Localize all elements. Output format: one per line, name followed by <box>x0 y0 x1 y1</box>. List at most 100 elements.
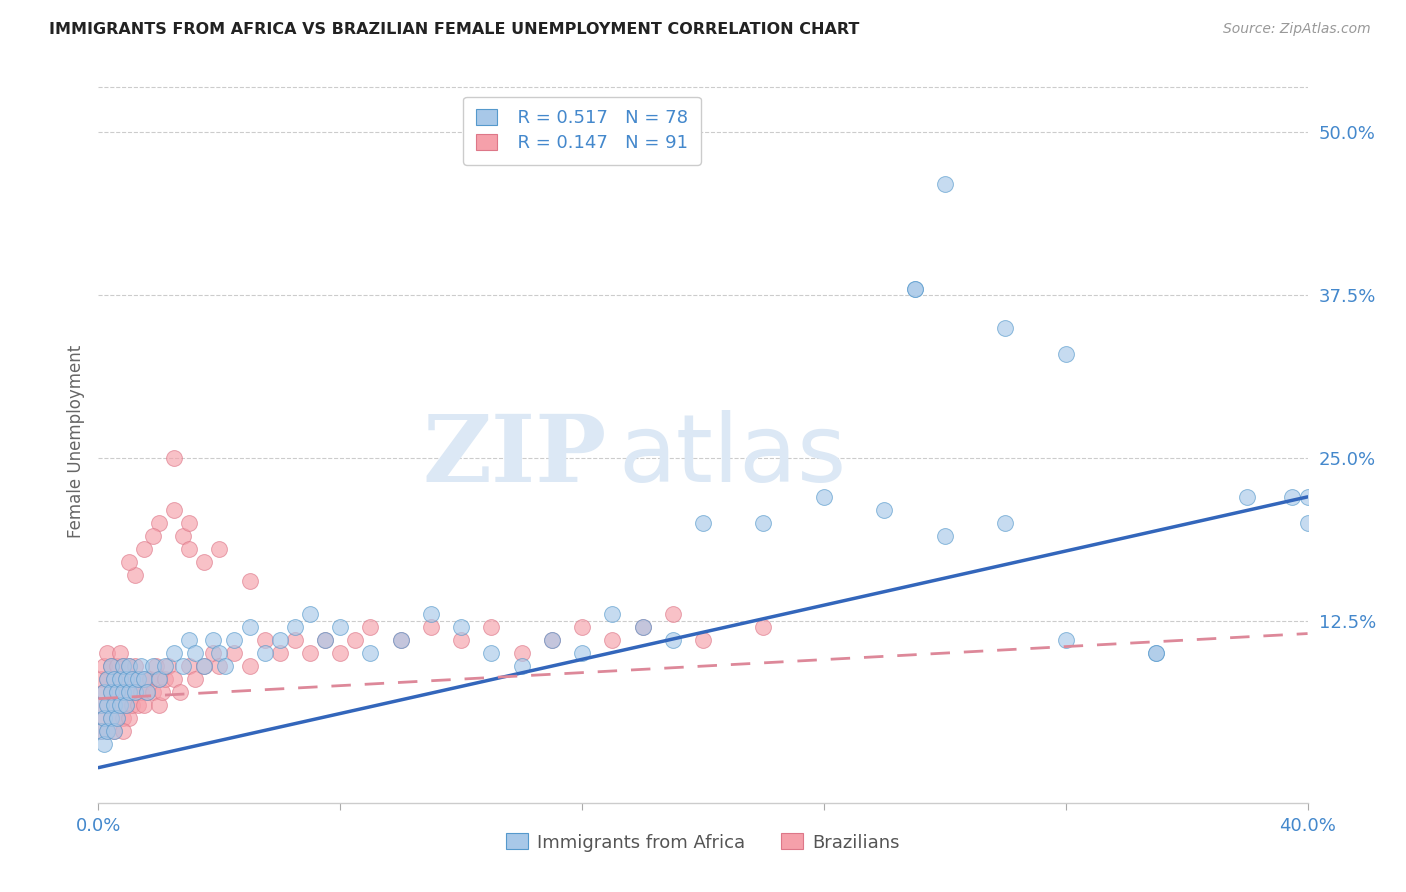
Point <box>132 541 155 556</box>
Point <box>124 685 146 699</box>
Point <box>108 672 131 686</box>
Point <box>103 698 125 713</box>
Point <box>163 646 186 660</box>
Point <box>1054 633 1077 648</box>
Point <box>124 568 146 582</box>
Point <box>156 659 179 673</box>
Point <box>111 724 134 739</box>
Point <box>193 659 215 673</box>
Point <box>253 646 276 660</box>
Point <box>169 685 191 699</box>
Point <box>93 685 115 699</box>
Point <box>571 646 593 660</box>
Point <box>108 698 131 713</box>
Point <box>208 646 231 660</box>
Point <box>202 646 225 660</box>
Point <box>103 698 125 713</box>
Point <box>114 672 136 686</box>
Point <box>299 607 322 621</box>
Point <box>114 698 136 713</box>
Point <box>148 672 170 686</box>
Point <box>540 633 562 648</box>
Point <box>179 541 201 556</box>
Point <box>163 450 186 465</box>
Point <box>481 620 503 634</box>
Point <box>360 646 382 660</box>
Point <box>752 516 775 530</box>
Point <box>105 659 128 673</box>
Point <box>142 659 165 673</box>
Point <box>105 685 128 699</box>
Point <box>193 659 215 673</box>
Point <box>284 620 307 634</box>
Point <box>148 516 170 530</box>
Point <box>752 620 775 634</box>
Point <box>1281 490 1303 504</box>
Point <box>93 685 115 699</box>
Text: IMMIGRANTS FROM AFRICA VS BRAZILIAN FEMALE UNEMPLOYMENT CORRELATION CHART: IMMIGRANTS FROM AFRICA VS BRAZILIAN FEMA… <box>49 22 859 37</box>
Point <box>93 711 115 725</box>
Point <box>1144 646 1167 660</box>
Text: atlas: atlas <box>619 410 846 502</box>
Point <box>145 659 167 673</box>
Point <box>224 646 246 660</box>
Point <box>179 516 201 530</box>
Point <box>214 659 236 673</box>
Point <box>100 685 122 699</box>
Point <box>96 672 118 686</box>
Point <box>93 659 115 673</box>
Legend: Immigrants from Africa, Brazilians: Immigrants from Africa, Brazilians <box>499 826 907 859</box>
Point <box>111 685 134 699</box>
Point <box>904 282 927 296</box>
Point <box>602 633 624 648</box>
Point <box>208 541 231 556</box>
Point <box>96 672 118 686</box>
Point <box>1296 516 1319 530</box>
Point <box>1054 346 1077 360</box>
Point <box>692 516 714 530</box>
Point <box>142 685 165 699</box>
Point <box>118 659 141 673</box>
Point <box>314 633 336 648</box>
Point <box>934 529 956 543</box>
Point <box>994 320 1017 334</box>
Point <box>142 529 165 543</box>
Point <box>510 659 533 673</box>
Point <box>239 574 262 589</box>
Point <box>105 685 128 699</box>
Point <box>96 724 118 739</box>
Point <box>420 607 443 621</box>
Point <box>129 659 152 673</box>
Point <box>1296 490 1319 504</box>
Point <box>631 620 654 634</box>
Point <box>93 737 115 751</box>
Point <box>124 659 146 673</box>
Point <box>135 685 157 699</box>
Point <box>96 698 118 713</box>
Point <box>111 711 134 725</box>
Point <box>111 659 134 673</box>
Point <box>1144 646 1167 660</box>
Point <box>661 633 683 648</box>
Point <box>108 698 131 713</box>
Point <box>389 633 412 648</box>
Point <box>420 620 443 634</box>
Point <box>344 633 367 648</box>
Point <box>132 672 155 686</box>
Point <box>450 633 472 648</box>
Point <box>103 724 125 739</box>
Point <box>172 659 194 673</box>
Point <box>172 529 194 543</box>
Point <box>118 555 141 569</box>
Point <box>135 685 157 699</box>
Point <box>450 620 472 634</box>
Point <box>163 672 186 686</box>
Point <box>105 711 128 725</box>
Point <box>631 620 654 634</box>
Point <box>239 620 262 634</box>
Point <box>314 633 336 648</box>
Point <box>118 711 141 725</box>
Point <box>100 659 122 673</box>
Point <box>153 672 176 686</box>
Point <box>661 607 683 621</box>
